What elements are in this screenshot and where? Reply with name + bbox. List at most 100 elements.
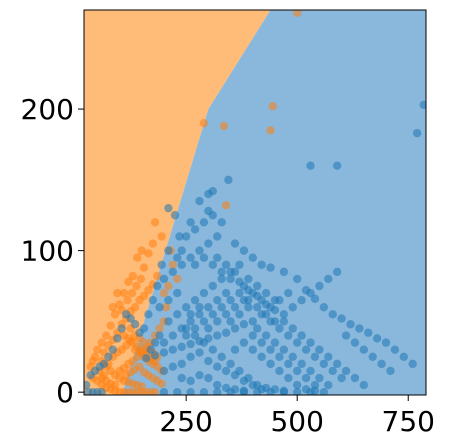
data-point-series-1 (190, 324, 200, 333)
data-point-series-0 (108, 303, 118, 312)
data-point-series-1 (217, 352, 226, 361)
data-point-series-1 (248, 253, 257, 262)
data-point-series-1 (275, 324, 284, 333)
data-point-series-1 (279, 310, 289, 319)
data-point-series-1 (181, 303, 191, 312)
data-point-series-1 (168, 362, 178, 371)
data-point-series-1 (319, 303, 329, 312)
data-point-series-1 (135, 328, 144, 337)
data-point-series-1 (226, 359, 235, 369)
data-point-series-1 (208, 345, 218, 354)
data-point-series-1 (208, 310, 218, 319)
data-point-series-0 (268, 102, 277, 111)
data-point-series-1 (150, 351, 160, 360)
data-point-series-1 (230, 345, 240, 354)
data-point-series-1 (221, 366, 231, 376)
data-point-series-0 (139, 291, 149, 301)
data-point-series-1 (248, 345, 257, 354)
data-point-series-1 (199, 338, 209, 347)
data-point-series-1 (284, 373, 293, 383)
data-point-series-0 (148, 239, 158, 248)
data-point-series-1 (412, 128, 422, 138)
data-point-series-1 (253, 303, 262, 312)
plot-frame (83, 9, 427, 396)
data-point-series-1 (113, 334, 122, 343)
data-point-series-1 (279, 267, 289, 277)
data-point-series-1 (177, 246, 186, 255)
data-point-series-1 (301, 345, 311, 354)
data-point-series-1 (221, 288, 231, 298)
data-point-series-1 (97, 387, 106, 395)
data-point-series-0 (113, 288, 122, 298)
data-point-series-1 (168, 331, 178, 340)
data-point-series-1 (306, 161, 315, 170)
data-point-series-1 (337, 314, 346, 323)
data-point-series-1 (195, 370, 204, 380)
data-point-series-1 (253, 324, 262, 333)
data-point-series-0 (292, 10, 302, 18)
data-point-series-1 (332, 161, 342, 170)
data-point-series-1 (244, 303, 253, 312)
data-point-series-1 (226, 274, 235, 284)
data-point-series-1 (372, 334, 382, 343)
data-point-series-1 (306, 338, 315, 347)
data-point-series-1 (190, 225, 200, 234)
data-point-series-0 (135, 362, 144, 371)
data-point-series-1 (355, 324, 364, 333)
data-point-series-1 (337, 373, 346, 383)
data-point-series-1 (270, 295, 280, 305)
data-point-series-1 (199, 288, 209, 298)
data-point-series-1 (332, 267, 342, 277)
data-point-series-0 (106, 321, 115, 330)
data-point-series-1 (230, 370, 240, 380)
data-point-series-1 (239, 387, 249, 395)
data-point-series-1 (284, 331, 293, 340)
y-tick-label: 100 (21, 235, 74, 268)
data-point-series-1 (346, 320, 355, 329)
data-point-series-1 (181, 331, 191, 340)
data-point-series-1 (226, 317, 235, 326)
data-point-series-1 (288, 303, 297, 312)
data-point-series-0 (219, 121, 229, 131)
data-point-series-1 (221, 328, 231, 337)
data-point-series-1 (164, 317, 173, 326)
data-point-series-1 (159, 366, 169, 376)
data-point-series-1 (84, 380, 91, 390)
data-point-series-1 (195, 246, 204, 255)
data-point-series-1 (159, 338, 169, 347)
data-point-series-1 (239, 246, 249, 255)
data-point-series-1 (261, 310, 271, 319)
data-point-series-1 (221, 310, 231, 319)
data-point-series-0 (144, 286, 153, 295)
data-point-series-1 (248, 380, 257, 390)
data-point-series-1 (186, 376, 195, 386)
data-point-series-1 (204, 239, 213, 248)
data-point-series-0 (93, 345, 102, 354)
data-point-series-0 (128, 271, 138, 281)
data-point-series-1 (381, 338, 391, 347)
plot-area (84, 10, 426, 395)
data-point-series-1 (284, 288, 293, 298)
data-point-series-1 (213, 380, 222, 390)
data-point-series-1 (292, 380, 302, 390)
data-point-series-0 (139, 263, 149, 272)
data-point-series-1 (270, 305, 280, 315)
data-point-series-1 (266, 345, 275, 354)
data-point-series-1 (173, 253, 182, 262)
data-point-series-1 (319, 387, 329, 395)
data-point-series-1 (297, 295, 306, 305)
data-point-series-0 (157, 379, 166, 388)
data-point-series-0 (168, 260, 178, 269)
data-point-series-1 (186, 310, 195, 319)
x-axis: 250 500 750 (159, 395, 435, 438)
data-point-series-1 (390, 345, 400, 354)
data-point-series-1 (108, 345, 118, 354)
data-point-series-0 (130, 303, 140, 312)
data-point-series-0 (136, 274, 146, 284)
data-point-series-0 (159, 288, 169, 298)
data-point-series-1 (148, 295, 158, 305)
data-point-series-1 (253, 281, 262, 291)
data-point-series-1 (121, 310, 131, 319)
data-point-series-1 (275, 366, 284, 376)
